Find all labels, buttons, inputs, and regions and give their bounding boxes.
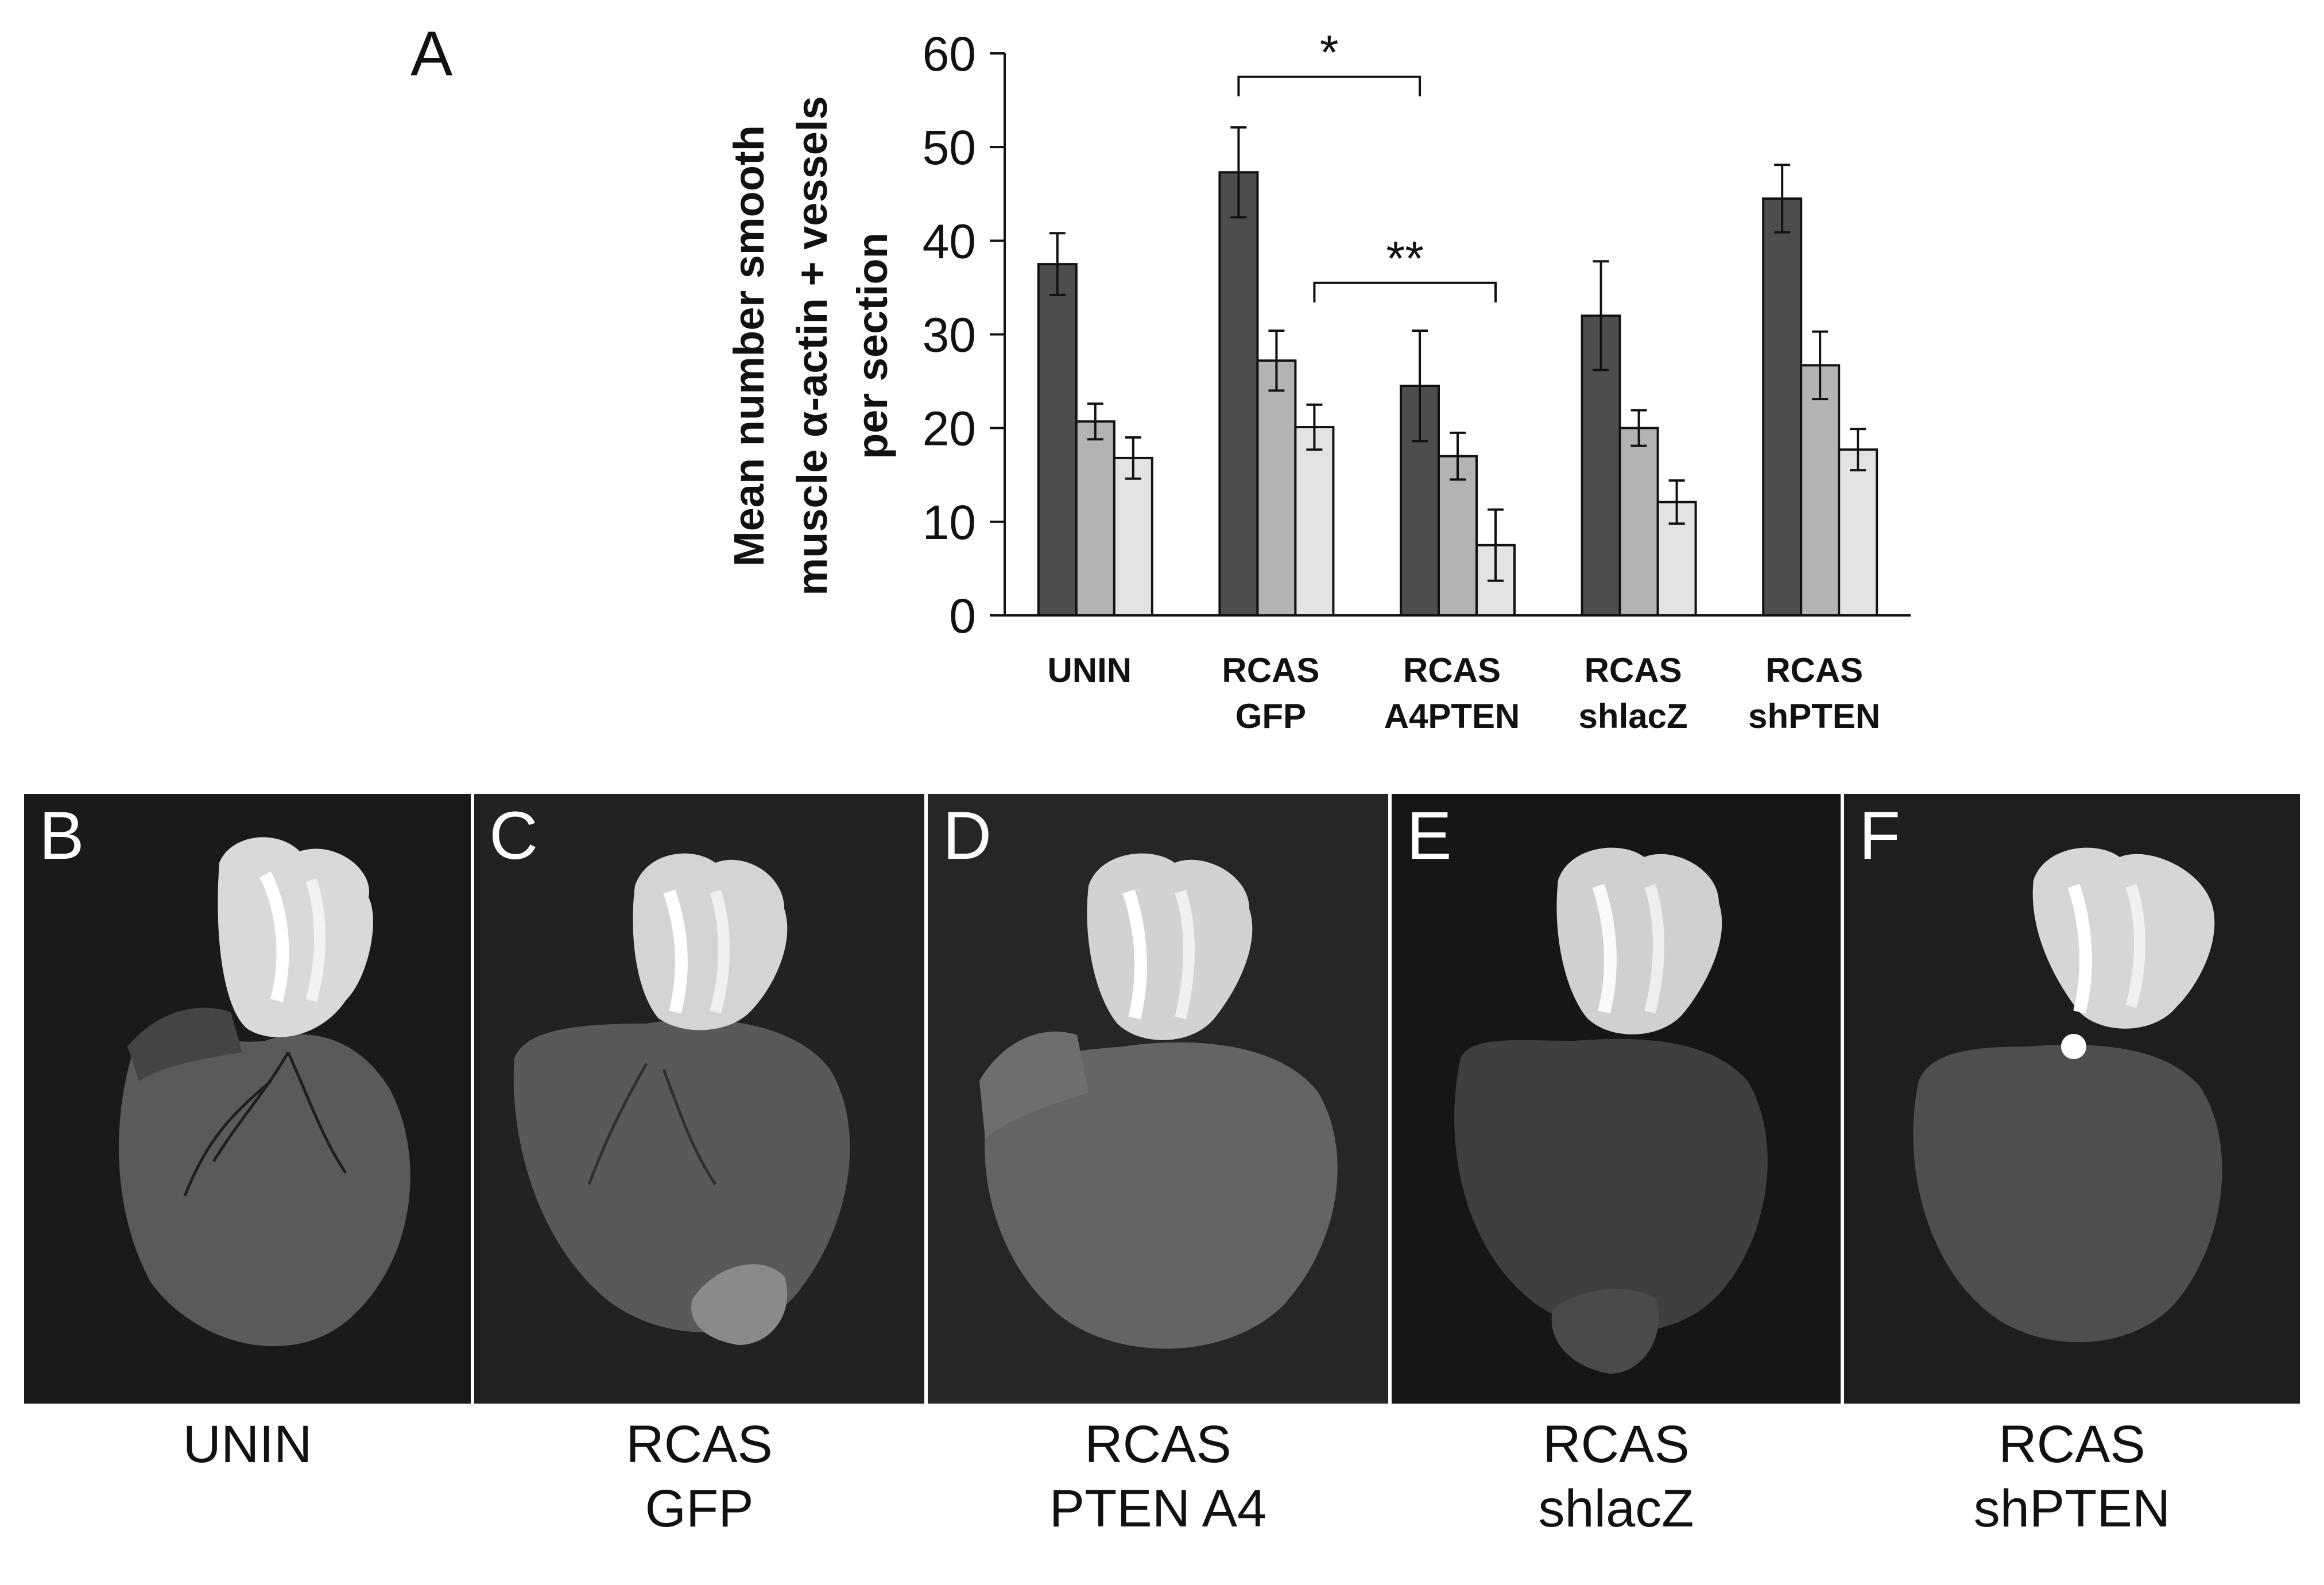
heart-image-f xyxy=(1844,794,2300,1404)
caption-b: UNIN xyxy=(24,1412,471,1477)
bar xyxy=(1800,364,1841,617)
caption-line: UNIN xyxy=(183,1415,312,1474)
photo-panel-e: E xyxy=(1392,794,1841,1404)
category-label: UNIN xyxy=(1047,651,1132,689)
y-tick-label: 30 xyxy=(923,308,976,362)
y-axis-label: per section xyxy=(849,232,896,459)
category-label: RCAS xyxy=(1222,651,1319,689)
heart-image-d xyxy=(928,794,1388,1404)
photo-panel-d: D xyxy=(928,794,1388,1404)
panel-a-letter: A xyxy=(410,18,453,89)
photo-panel-b: B xyxy=(24,794,471,1404)
y-axis-label: Mean number smooth xyxy=(725,125,773,567)
caption-line: GFP xyxy=(645,1479,754,1538)
bar xyxy=(1762,197,1803,617)
y-tick-label: 0 xyxy=(949,589,976,643)
panel-letter: B xyxy=(39,798,84,874)
heart-image-e xyxy=(1392,794,1841,1404)
significance-label: ** xyxy=(1386,231,1424,285)
panel-letter: C xyxy=(489,798,539,874)
category-label: shPTEN xyxy=(1748,697,1880,735)
heart-image-b xyxy=(24,794,471,1404)
bar xyxy=(1113,456,1153,617)
bar xyxy=(1838,448,1878,617)
caption-line: RCAS xyxy=(1543,1415,1690,1474)
y-tick-label: 20 xyxy=(923,402,976,456)
significance-bracket xyxy=(1237,75,1421,96)
caption-d: RCAS PTEN A4 xyxy=(928,1412,1388,1541)
caption-line: PTEN A4 xyxy=(1049,1479,1267,1538)
caption-line: shlacZ xyxy=(1538,1479,1694,1538)
bar xyxy=(1438,455,1478,617)
bar xyxy=(1075,420,1115,617)
bar xyxy=(1618,427,1659,617)
significance-bracket xyxy=(1313,281,1497,303)
bar xyxy=(1294,426,1335,617)
caption-f: RCAS shPTEN xyxy=(1844,1412,2300,1541)
photo-panel-f: F xyxy=(1844,794,2300,1404)
bar xyxy=(1218,171,1259,617)
y-tick-label: 10 xyxy=(923,495,976,549)
caption-line: RCAS xyxy=(1998,1415,2145,1474)
y-tick-label: 50 xyxy=(923,121,976,175)
category-label: RCAS xyxy=(1585,651,1682,689)
caption-line: RCAS xyxy=(1084,1415,1231,1474)
panel-letter: E xyxy=(1407,798,1452,874)
caption-line: shPTEN xyxy=(1973,1479,2171,1538)
category-label: shlacZ xyxy=(1579,697,1688,735)
photo-panel-c: C xyxy=(474,794,924,1404)
caption-line: RCAS xyxy=(626,1415,773,1474)
significance-label: * xyxy=(1320,25,1339,79)
y-axis-label: muscle α-actin + vessels xyxy=(788,96,836,595)
caption-e: RCAS shlacZ xyxy=(1392,1412,1841,1541)
y-tick-label: 60 xyxy=(923,27,976,81)
bar xyxy=(1037,263,1078,617)
heart-image-c xyxy=(474,794,924,1404)
category-label: A4PTEN xyxy=(1384,697,1520,735)
caption-c: RCAS GFP xyxy=(474,1412,924,1541)
panel-letter: F xyxy=(1859,798,1901,874)
category-label: GFP xyxy=(1235,697,1306,735)
y-tick-label: 40 xyxy=(923,214,976,268)
bar xyxy=(1256,359,1297,617)
bar-chart: 0 10 20 30 40 50 60 Mean number smooth muscle α-… xyxy=(725,25,1911,735)
category-label: RCAS xyxy=(1403,651,1501,689)
category-label: RCAS xyxy=(1765,651,1863,689)
panel-letter: D xyxy=(943,798,992,874)
